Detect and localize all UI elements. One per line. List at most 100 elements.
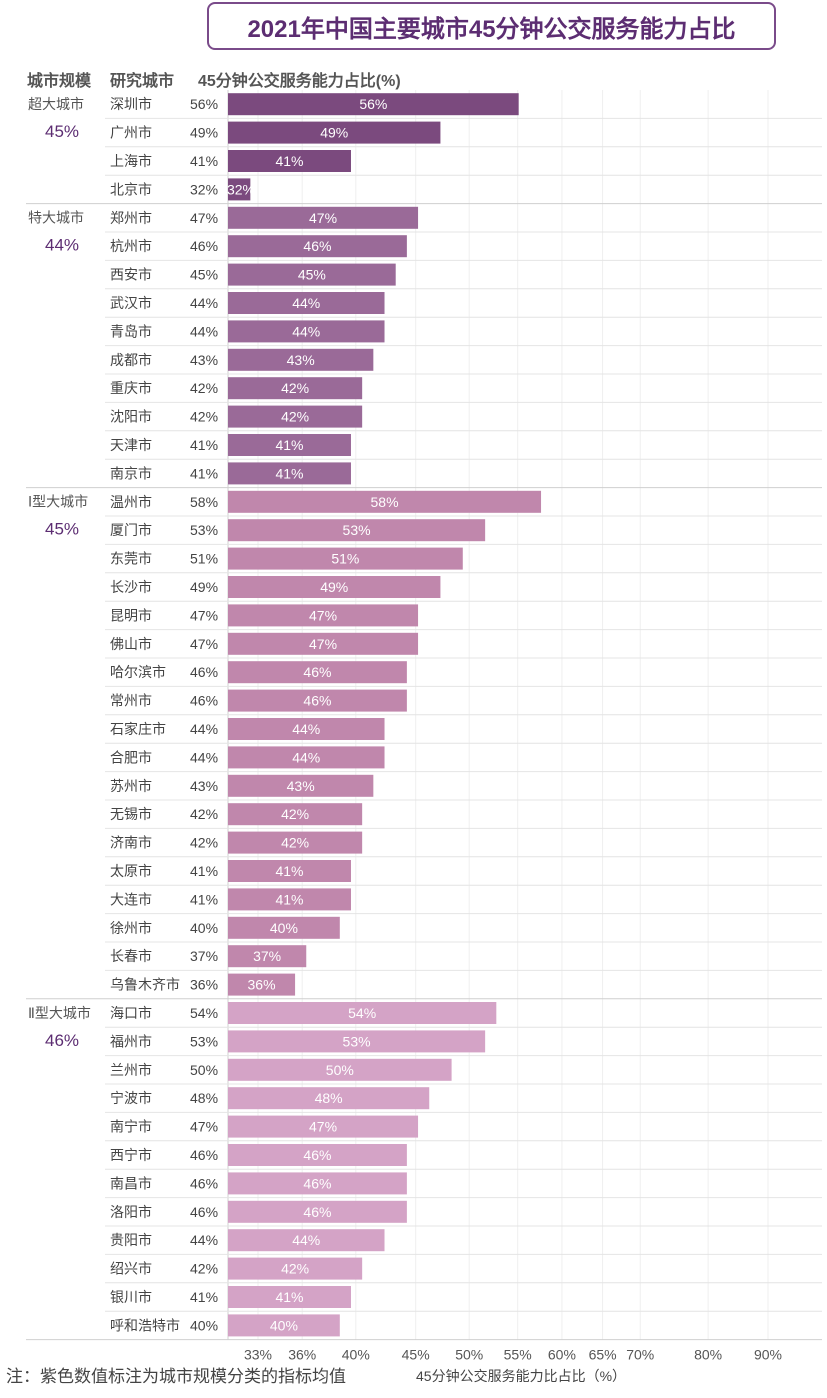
bar-data-label: 44% <box>292 1232 320 1248</box>
bar <box>228 1087 430 1110</box>
bar-data-label: 40% <box>270 1317 298 1333</box>
bar <box>228 490 542 513</box>
bar-data-label: 42% <box>281 380 309 396</box>
bar <box>228 916 340 939</box>
bar <box>228 632 419 655</box>
group-label: 超大城市 <box>28 96 84 112</box>
value-label: 41% <box>190 1289 218 1305</box>
city-label: 南昌市 <box>110 1175 152 1191</box>
bar <box>228 377 363 400</box>
bar <box>228 1172 407 1195</box>
city-label: 常州市 <box>110 693 152 709</box>
bar <box>228 1144 407 1166</box>
value-label: 47% <box>190 607 218 623</box>
bar-data-label: 54% <box>348 1005 376 1021</box>
value-label: 44% <box>190 749 218 765</box>
bar-data-label: 43% <box>287 778 315 794</box>
city-label: 成都市 <box>110 352 152 368</box>
value-label: 47% <box>190 1119 218 1135</box>
city-label: 昆明市 <box>110 607 152 623</box>
x-tick-label: 40% <box>342 1347 370 1363</box>
x-tick-label: 60% <box>548 1347 576 1363</box>
bar <box>228 746 385 769</box>
bar-data-label: 53% <box>343 1033 371 1049</box>
value-label: 47% <box>190 210 218 226</box>
bar-data-label: 46% <box>303 1204 331 1220</box>
bar <box>228 1058 452 1081</box>
city-label: 长沙市 <box>110 579 152 595</box>
bar <box>228 973 296 996</box>
bar-rows: 超大城市 45% 深圳市 56% 56% 广州市 49% 49% 上海市 41% 41% 北京市 32%… <box>26 93 822 1337</box>
city-label: 苏州市 <box>110 778 152 794</box>
x-axis-title: 45分钟公交服务能力比占比（%） <box>416 1368 627 1384</box>
value-label: 51% <box>190 551 218 567</box>
city-label: 东莞市 <box>110 551 152 567</box>
city-label: 太原市 <box>110 863 152 879</box>
value-label: 43% <box>190 352 218 368</box>
bar <box>228 462 351 485</box>
group-average: 46% <box>45 1031 79 1050</box>
value-label: 46% <box>190 1204 218 1220</box>
value-label: 42% <box>190 1261 218 1277</box>
value-label: 37% <box>190 948 218 964</box>
value-label: 44% <box>190 721 218 737</box>
header-value: 45分钟公交服务能力占比(%) <box>198 71 401 90</box>
value-label: 41% <box>190 437 218 453</box>
value-label: 46% <box>190 1147 218 1163</box>
group-label: 特大城市 <box>28 210 84 226</box>
city-label: 徐州市 <box>110 920 152 936</box>
value-label: 46% <box>190 664 218 680</box>
value-label: 50% <box>190 1062 218 1078</box>
bar <box>228 206 419 229</box>
value-label: 58% <box>190 494 218 510</box>
bar <box>228 1286 351 1308</box>
city-label: 上海市 <box>110 153 152 169</box>
city-label: 南京市 <box>110 465 152 481</box>
city-label: 武汉市 <box>110 295 152 311</box>
group-average: 44% <box>45 236 79 255</box>
x-tick-label: 55% <box>504 1347 532 1363</box>
value-label: 49% <box>190 125 218 141</box>
city-label: 长春市 <box>110 948 152 964</box>
bar <box>228 661 407 684</box>
bar-data-label: 58% <box>371 494 399 510</box>
x-tick-label: 36% <box>288 1347 316 1363</box>
bar <box>228 1257 363 1280</box>
footnote: 注：紫色数值标注为城市规模分类的指标均值 <box>6 1367 346 1386</box>
bar-data-label: 44% <box>292 721 320 737</box>
city-label: 海口市 <box>110 1005 152 1021</box>
bar <box>228 320 385 343</box>
bar-data-label: 41% <box>275 863 303 879</box>
city-label: 宁波市 <box>110 1090 152 1106</box>
x-tick-label: 70% <box>626 1347 654 1363</box>
bar-data-label: 51% <box>331 551 359 567</box>
value-label: 46% <box>190 693 218 709</box>
bar-data-label: 42% <box>281 1261 309 1277</box>
city-label: 银川市 <box>110 1289 152 1305</box>
bar <box>228 434 351 456</box>
bar <box>228 888 351 911</box>
city-label: 贵阳市 <box>110 1232 152 1248</box>
bar <box>228 576 441 598</box>
value-label: 36% <box>190 977 218 993</box>
bar-data-label: 41% <box>275 891 303 907</box>
bar <box>228 1115 419 1138</box>
x-tick-label: 80% <box>694 1347 722 1363</box>
value-label: 49% <box>190 579 218 595</box>
city-label: 哈尔滨市 <box>110 664 166 680</box>
bar-data-label: 37% <box>253 948 281 964</box>
value-label: 43% <box>190 778 218 794</box>
bar-data-label: 44% <box>292 749 320 765</box>
value-label: 45% <box>190 267 218 283</box>
bar <box>228 405 363 428</box>
city-label: 厦门市 <box>110 522 152 538</box>
city-label: 西宁市 <box>110 1147 152 1163</box>
bar-data-label: 42% <box>281 806 309 822</box>
city-label: 沈阳市 <box>110 409 152 425</box>
value-label: 44% <box>190 1232 218 1248</box>
bar-data-label: 48% <box>315 1090 343 1106</box>
city-label: 大连市 <box>110 891 152 907</box>
city-label: 郑州市 <box>110 210 152 226</box>
value-label: 44% <box>190 295 218 311</box>
city-label: 佛山市 <box>110 636 152 652</box>
